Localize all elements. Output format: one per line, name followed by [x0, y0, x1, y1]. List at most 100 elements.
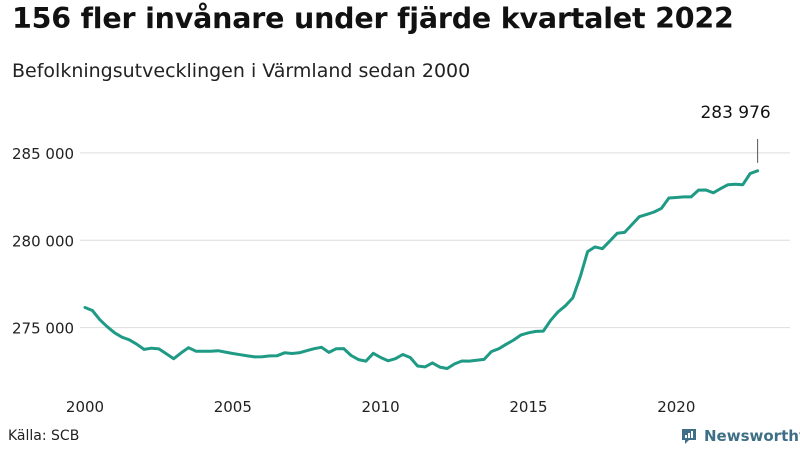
- data-point: [128, 338, 131, 341]
- data-point: [490, 350, 493, 353]
- data-point: [342, 347, 345, 350]
- data-point: [246, 354, 249, 358]
- data-point: [564, 304, 567, 307]
- gridlines: [80, 152, 790, 329]
- data-point: [527, 331, 530, 334]
- data-point: [623, 231, 626, 234]
- data-point: [749, 172, 752, 175]
- data-point: [505, 343, 508, 346]
- data-point: [616, 232, 619, 235]
- data-point: [630, 223, 634, 226]
- y-tick-label: 280 000: [12, 232, 74, 250]
- data-point: [712, 191, 715, 194]
- data-point: [689, 195, 693, 199]
- data-point: [401, 353, 404, 356]
- data-point: [475, 359, 478, 362]
- data-point: [320, 346, 323, 349]
- data-points: [83, 169, 759, 370]
- data-point: [268, 354, 271, 358]
- data-point: [453, 362, 456, 366]
- data-point: [542, 329, 545, 333]
- data-point: [726, 183, 730, 186]
- data-point: [357, 358, 360, 361]
- data-point: [379, 356, 382, 359]
- y-tick-label: 285 000: [12, 145, 74, 163]
- data-point: [608, 239, 611, 243]
- data-point: [157, 347, 161, 351]
- data-point: [423, 365, 427, 369]
- data-point: [734, 183, 737, 186]
- x-tick-label: 2000: [66, 398, 104, 416]
- data-point: [106, 325, 109, 328]
- data-point: [216, 349, 220, 352]
- data-point: [113, 331, 116, 334]
- data-point: [675, 196, 678, 199]
- data-point: [719, 187, 722, 190]
- data-point: [298, 351, 301, 354]
- data-point: [482, 358, 486, 361]
- data-point: [202, 350, 205, 353]
- data-point: [179, 351, 183, 355]
- data-point: [283, 351, 286, 354]
- data-point: [741, 183, 744, 186]
- data-point: [372, 352, 375, 355]
- data-point: [593, 245, 597, 249]
- data-point: [519, 333, 523, 337]
- data-point: [645, 213, 648, 216]
- chart-title: 156 fler invånare under fjärde kvartalet…: [12, 2, 734, 35]
- data-point: [446, 367, 449, 370]
- data-point: [253, 355, 257, 359]
- data-point: [83, 306, 87, 309]
- data-point: [349, 354, 353, 357]
- data-point: [756, 169, 759, 172]
- data-point: [667, 196, 671, 200]
- data-point: [98, 318, 102, 321]
- x-axis-ticks: 2000 2005 2010 2015 2020: [66, 398, 695, 416]
- newsworthy-logo-icon: [682, 429, 696, 444]
- x-tick-label: 2010: [362, 398, 400, 416]
- data-point: [534, 330, 538, 333]
- data-point: [239, 353, 242, 356]
- data-point: [91, 309, 94, 312]
- data-point: [312, 347, 316, 350]
- data-point: [172, 357, 175, 360]
- data-point: [335, 347, 338, 350]
- data-point: [150, 347, 153, 350]
- data-point: [165, 352, 168, 355]
- data-point: [556, 310, 560, 314]
- data-point: [135, 343, 138, 346]
- data-point: [468, 359, 471, 363]
- data-point: [209, 350, 212, 353]
- data-point: [409, 356, 412, 359]
- data-point: [305, 349, 308, 352]
- data-point: [460, 359, 464, 363]
- data-point: [290, 352, 294, 355]
- data-point: [120, 336, 124, 339]
- data-point: [571, 296, 574, 300]
- data-point: [579, 275, 582, 279]
- data-point: [697, 188, 700, 192]
- data-point: [276, 354, 279, 357]
- y-axis-ticks: 275 000 280 000 285 000: [12, 145, 74, 338]
- x-tick-label: 2005: [214, 398, 252, 416]
- y-tick-label: 275 000: [12, 320, 74, 338]
- data-point: [187, 346, 190, 349]
- data-point: [194, 350, 198, 353]
- data-point: [586, 250, 589, 253]
- data-point: [327, 351, 331, 354]
- data-point: [549, 319, 552, 322]
- data-point: [364, 359, 368, 363]
- data-point: [438, 365, 441, 369]
- brand-name: Newsworthy: [704, 427, 800, 445]
- data-point: [416, 364, 419, 368]
- data-point: [261, 355, 264, 358]
- population-series-line: [83, 169, 760, 370]
- x-tick-label: 2020: [657, 398, 695, 416]
- data-point: [497, 347, 501, 350]
- data-point: [142, 348, 146, 351]
- brand-logo: Newsworthy: [680, 427, 800, 445]
- data-point: [231, 352, 234, 355]
- data-point: [638, 215, 641, 218]
- x-tick-label: 2015: [509, 398, 547, 416]
